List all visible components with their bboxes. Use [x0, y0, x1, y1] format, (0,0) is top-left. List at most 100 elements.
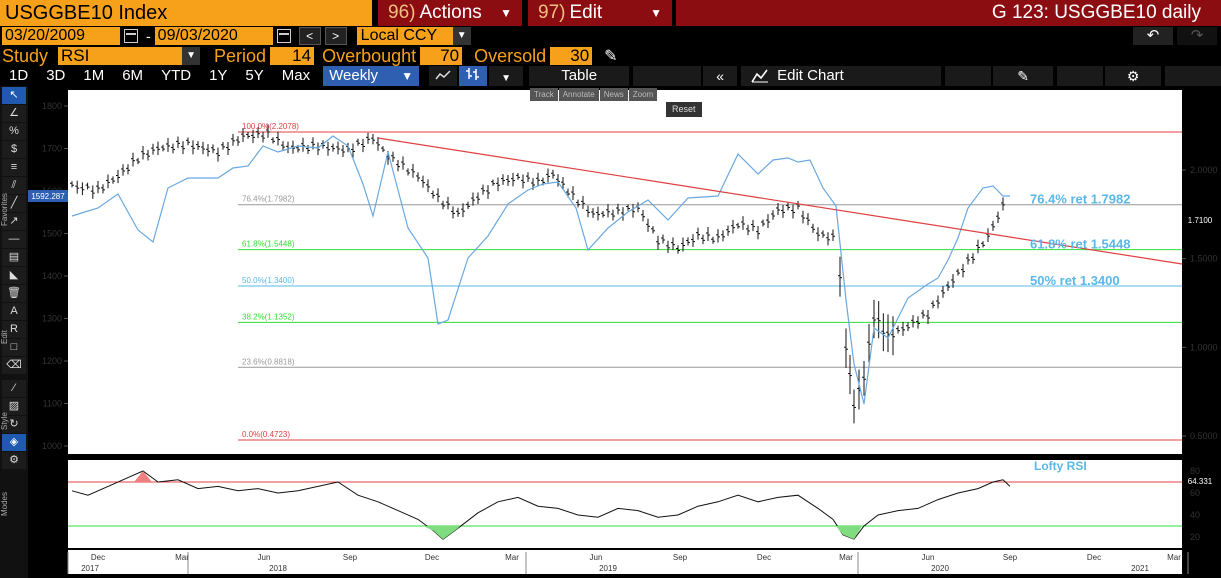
period-1d[interactable]: 1D [9, 67, 29, 84]
left-current-value-badge [28, 190, 68, 202]
pencil-icon[interactable]: ✎ [604, 48, 618, 65]
x-axis-year-label: 2021 [1131, 564, 1149, 573]
rsi-axis-label: 40 [1190, 510, 1200, 520]
share-icon[interactable]: ◈ [2, 434, 26, 451]
study-select[interactable]: RSI [58, 47, 183, 65]
style-label: Style [0, 412, 9, 430]
currency-select[interactable]: Local CCY [356, 27, 453, 45]
news-button[interactable]: News [599, 88, 628, 101]
bar-chart-icon[interactable] [459, 66, 488, 86]
reset-button[interactable]: Reset [666, 102, 702, 117]
overbought-input[interactable]: 70 [420, 47, 463, 65]
zoom-button[interactable]: Zoom [628, 88, 658, 101]
annotate-button[interactable]: Annotate [558, 88, 599, 101]
right-axis-label: 1.0000 [1190, 342, 1218, 352]
next-arrow-button[interactable]: > [324, 27, 347, 45]
ray-tool-icon[interactable]: ↗ [2, 213, 26, 230]
price-chart[interactable]: 180017001600150014001300120011001000 2.0… [28, 86, 1221, 578]
text-tool-icon[interactable]: A [2, 303, 26, 320]
period-5y[interactable]: 5Y [245, 67, 264, 84]
study-label: Study [2, 45, 49, 66]
square-tool-icon[interactable]: □ [2, 339, 26, 356]
chart-icon [751, 69, 769, 83]
period-max[interactable]: Max [281, 67, 311, 84]
hatch-tool-icon[interactable]: ▨ [2, 398, 26, 415]
oversold-input[interactable]: 30 [550, 47, 593, 65]
retracement-annotation: 76.4% ret 1.7982 [1030, 192, 1130, 207]
previous-arrow-button[interactable]: < [298, 27, 321, 45]
annotation-edit-icon[interactable]: ✎ [993, 66, 1054, 86]
chart-type-dropdown[interactable]: ▼ [489, 66, 524, 86]
frequency-select[interactable]: Weekly ▼ [323, 66, 420, 86]
period-input[interactable]: 14 [270, 47, 315, 65]
calendar-icon[interactable] [124, 29, 138, 43]
calendar-icon[interactable] [276, 29, 291, 43]
edit-shortcut: 97) [538, 2, 566, 23]
line-chart-icon[interactable] [429, 66, 458, 86]
cursor-icon[interactable]: ↖ [2, 87, 26, 104]
track-button[interactable]: Track [530, 88, 558, 101]
range-separator: - [146, 28, 151, 44]
left-axis-label: 1800 [42, 101, 62, 111]
x-axis-year-label: 2018 [269, 564, 287, 573]
period-1m[interactable]: 1M [83, 67, 105, 84]
horizontal-line-icon[interactable]: — [2, 231, 26, 248]
fib-level-label: 23.6%(0.8818) [242, 357, 295, 366]
fib-level-label: 100.0%(2.2078) [242, 122, 299, 131]
fibonacci-tool-icon[interactable]: ≡ [2, 159, 26, 176]
period-1y[interactable]: 1Y [209, 67, 228, 84]
rsi-current-value-badge [1182, 475, 1218, 487]
redo-icon[interactable]: ↷ [1177, 27, 1217, 45]
rsi-plot-area [68, 460, 1182, 548]
actions-shortcut: 96) [388, 2, 416, 23]
chevron-down-icon: ▼ [650, 6, 662, 20]
trendline-tool-icon[interactable]: ╱ [2, 195, 26, 212]
ticker-field[interactable]: USGGBE10 Index [0, 0, 372, 26]
x-axis-month-label: Dec [1087, 553, 1101, 562]
parallel-lines-icon[interactable]: ▤ [2, 249, 26, 266]
rsi-current-value: 64.331 [1188, 477, 1213, 486]
left-axis-label: 1000 [42, 441, 62, 451]
chevron-down-icon[interactable]: ▼ [452, 27, 471, 45]
cross-tool-icon[interactable]: ⁄ [2, 380, 26, 397]
eraser-icon[interactable]: ⌫ [2, 357, 26, 374]
rsi-marker-icon[interactable]: R [2, 321, 26, 338]
window-title: G 123: USGGBE10 daily [676, 0, 1221, 26]
undo-icon[interactable]: ↶ [1133, 27, 1173, 45]
retracement-annotation: 50% ret 1.3400 [1030, 273, 1120, 288]
period-ytd[interactable]: YTD [161, 67, 192, 84]
end-date-field[interactable]: 09/03/2020 [154, 27, 273, 45]
edit-menu-button[interactable]: 97) Edit ▼ [528, 0, 672, 26]
gear-icon[interactable]: ⚙ [1105, 66, 1162, 86]
settings-icon[interactable]: ⚙ [2, 452, 26, 469]
chevron-down-icon: ▼ [401, 69, 414, 83]
right-current-value-badge [1182, 214, 1218, 226]
chart-subtools: Track Annotate News Zoom [530, 88, 658, 101]
left-axis-label: 1500 [42, 229, 62, 239]
refresh-icon[interactable]: ↻ [2, 416, 26, 433]
x-axis-month-label: Mar [175, 553, 189, 562]
left-axis-label: 1300 [42, 314, 62, 324]
chevron-down-icon[interactable]: ▼ [182, 47, 201, 65]
period-6m[interactable]: 6M [122, 67, 144, 84]
period-3d[interactable]: 3D [46, 67, 66, 84]
rsi-overbought-fill [134, 471, 152, 482]
edit-chart-button[interactable]: Edit Chart [741, 66, 942, 86]
line-tool-icon[interactable]: ∠ [2, 105, 26, 122]
actions-menu-button[interactable]: 96) Actions ▼ [378, 0, 522, 26]
delete-icon[interactable]: 🗑 [2, 285, 26, 302]
rsi-axis-label: 60 [1190, 488, 1200, 498]
dollar-tool-icon[interactable]: $ [2, 141, 26, 158]
rsi-axis-label: 20 [1190, 532, 1200, 542]
modes-label: Modes [0, 491, 9, 516]
retracement-annotation: 61.8% ret 1.5448 [1030, 237, 1130, 252]
main-plot-area [68, 90, 1182, 454]
collapse-icon[interactable]: « [703, 66, 738, 86]
table-button[interactable]: Table [529, 66, 630, 86]
percent-tool-icon[interactable]: % [2, 123, 26, 140]
channel-tool-icon[interactable]: ⫽ [2, 177, 26, 194]
fib-level-label: 0.0%(0.4723) [242, 430, 290, 439]
x-axis-year-label: 2020 [931, 564, 949, 573]
shape-tool-icon[interactable]: ◣ [2, 267, 26, 284]
start-date-field[interactable]: 03/20/2009 [2, 27, 120, 45]
